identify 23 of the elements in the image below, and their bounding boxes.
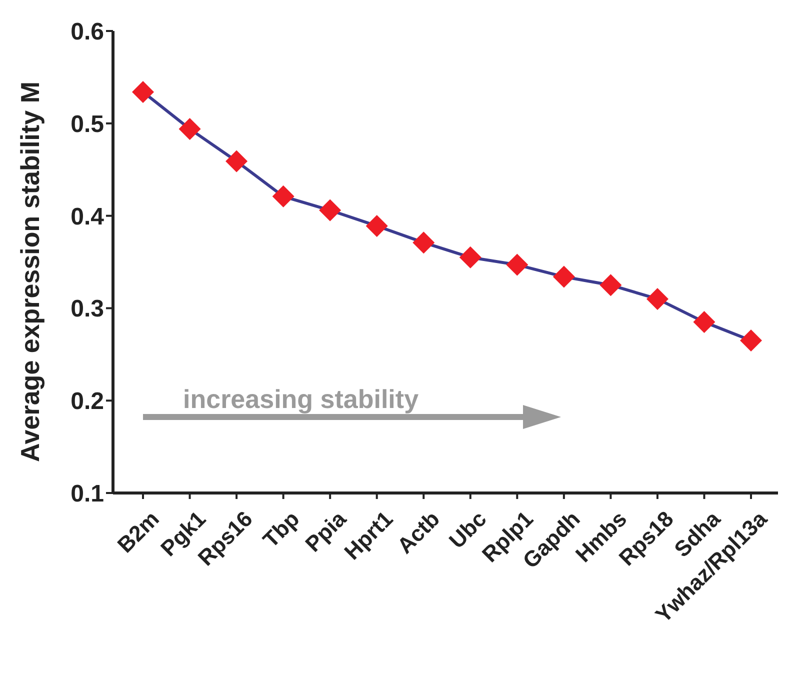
y-tick-label: 0.1: [70, 480, 104, 508]
point: [366, 214, 388, 237]
point: [132, 80, 154, 103]
y-axis-title: Average expression stability M: [15, 81, 46, 462]
point: [178, 118, 201, 140]
point: [226, 150, 248, 172]
point: [693, 311, 716, 334]
point: [459, 246, 482, 268]
y-tick-label: 0.4: [70, 203, 105, 230]
point: [412, 232, 435, 254]
point: [319, 199, 342, 222]
point: [740, 330, 762, 352]
y-tick-label: 0.6: [70, 18, 104, 46]
y-tick-label: 0.5: [70, 110, 104, 138]
point: [600, 274, 622, 296]
point: [506, 254, 528, 276]
x-tick-label: Tbp: [258, 506, 304, 552]
point: [272, 185, 294, 208]
point: [552, 266, 575, 288]
annotation: increasing stability: [183, 384, 420, 414]
y-tick-label: 0.2: [70, 388, 104, 416]
point: [646, 288, 668, 310]
y-tick-label: 0.3: [70, 296, 104, 323]
